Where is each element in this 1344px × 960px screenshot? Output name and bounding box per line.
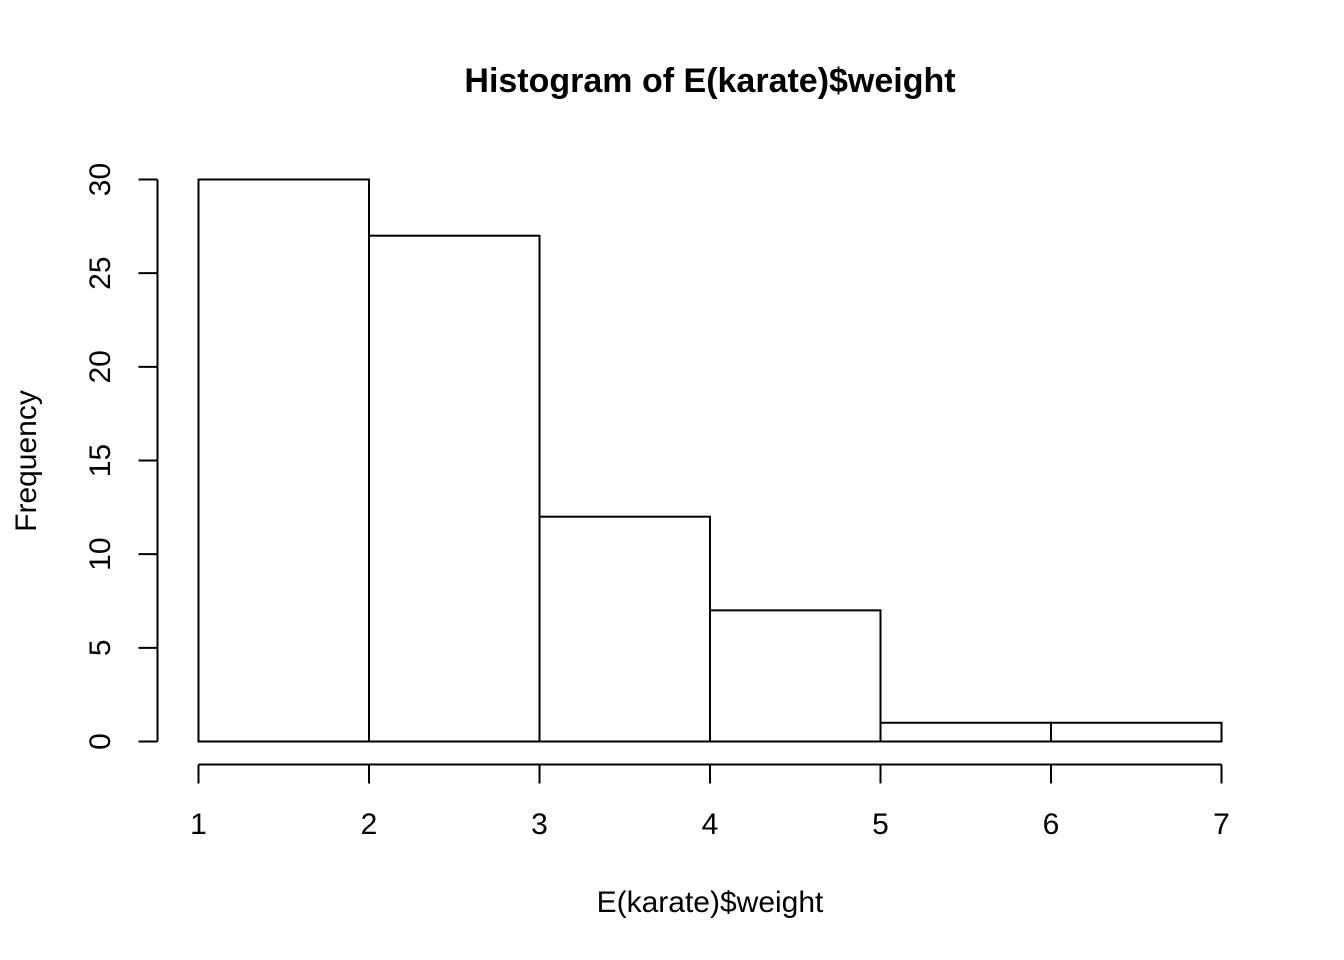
x-tick-label: 7 xyxy=(1213,808,1230,841)
histogram-bar-3 xyxy=(538,515,711,743)
bars-group xyxy=(197,178,1223,743)
y-axis-label: Frequency xyxy=(10,390,43,532)
y-axis: 0 5 10 15 20 25 30 xyxy=(84,163,159,750)
y-tick-label: 10 xyxy=(84,537,117,570)
y-tick-label: 15 xyxy=(84,444,117,477)
histogram-bar-2 xyxy=(368,234,541,743)
y-tick-label: 25 xyxy=(84,256,117,289)
histogram-bar-4 xyxy=(709,609,882,743)
x-tick-label: 1 xyxy=(190,808,207,841)
x-tick-label: 6 xyxy=(1043,808,1060,841)
histogram-bar-5 xyxy=(879,721,1052,743)
x-tick-label: 4 xyxy=(702,808,719,841)
y-tick-label: 20 xyxy=(84,350,117,383)
x-tick-label: 2 xyxy=(361,808,378,841)
histogram-bar-6 xyxy=(1050,721,1223,743)
x-tick-label: 3 xyxy=(531,808,548,841)
x-axis-label: E(karate)$weight xyxy=(597,886,824,919)
y-tick-label: 5 xyxy=(84,639,117,656)
chart-title: Histogram of E(karate)$weight xyxy=(464,62,955,100)
histogram-bar-1 xyxy=(197,178,370,743)
y-tick-label: 0 xyxy=(84,733,117,750)
x-tick-label: 5 xyxy=(872,808,889,841)
y-tick-label: 30 xyxy=(84,163,117,196)
x-axis: 1 2 3 4 5 6 7 xyxy=(190,763,1230,841)
